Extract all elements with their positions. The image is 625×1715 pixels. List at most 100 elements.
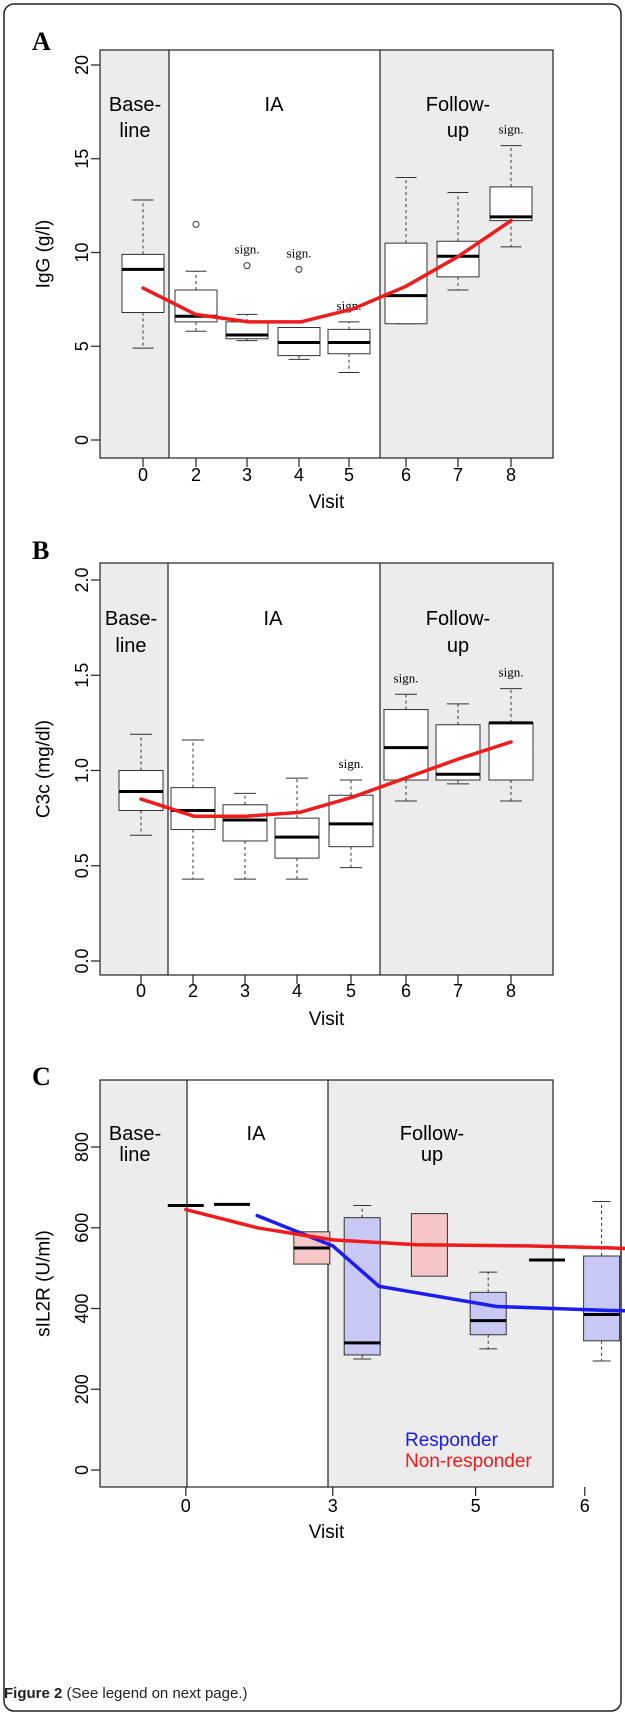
- panel-letter: C: [32, 1062, 51, 1091]
- plot-border: [99, 49, 554, 459]
- trend-line: [139, 740, 513, 818]
- x-tick-label: 4: [294, 465, 304, 485]
- region-label: up: [447, 120, 469, 142]
- y-axis-title: IgG (g/l): [34, 220, 55, 289]
- y-axis-title: C3c (mg/dl): [34, 720, 55, 818]
- x-tick-label: 6: [401, 981, 411, 1001]
- box-iqr: [384, 242, 428, 325]
- significance-label: sign.: [287, 245, 312, 260]
- region-background: [187, 1080, 328, 1487]
- region-label: Follow-: [426, 94, 490, 116]
- box-iqr: [383, 709, 429, 781]
- box-iqr: [583, 1255, 621, 1342]
- box-iqr: [170, 787, 216, 831]
- x-tick-label: 3: [242, 465, 252, 485]
- region-label: line: [115, 635, 146, 657]
- y-tick-label: 2.0: [72, 567, 92, 592]
- x-tick-label: 5: [344, 465, 354, 485]
- region-label: IA: [247, 1123, 267, 1145]
- x-tick-label: 5: [346, 981, 356, 1001]
- y-tick-label: 0: [72, 1465, 92, 1475]
- x-tick-label: 7: [453, 981, 463, 1001]
- y-tick-label: 20: [72, 55, 92, 75]
- x-tick-label: 6: [401, 465, 411, 485]
- panel-letter: A: [32, 27, 51, 56]
- box-outlier: [192, 220, 200, 228]
- x-tick-label: 8: [506, 465, 516, 485]
- x-axis-title: Visit: [309, 1009, 345, 1030]
- x-axis-title: Visit: [309, 492, 345, 513]
- x-tick-label: 0: [181, 1496, 191, 1516]
- box-iqr: [328, 794, 374, 848]
- x-tick-label: 4: [292, 981, 302, 1001]
- y-tick-label: 15: [72, 149, 92, 169]
- significance-label: sign.: [394, 670, 419, 685]
- box-iqr: [222, 804, 268, 842]
- figure-caption-title: Figure 2: [4, 1685, 63, 1702]
- significance-label: sign.: [499, 122, 524, 137]
- x-tick-label: 0: [138, 465, 148, 485]
- region-label: Follow-: [426, 608, 490, 630]
- significance-label: sign.: [499, 665, 524, 680]
- y-tick-label: 1.5: [72, 663, 92, 688]
- plot-border: [99, 1079, 554, 1488]
- trend-line: [141, 218, 513, 324]
- x-tick-label: 7: [453, 465, 463, 485]
- legend-entry: Non-responder: [405, 1451, 532, 1472]
- y-tick-label: 0.5: [72, 853, 92, 878]
- region-label: Base-: [109, 94, 161, 116]
- y-tick-label: 400: [72, 1293, 92, 1323]
- plot-border: [99, 562, 554, 976]
- region-background: [100, 1080, 187, 1487]
- y-tick-label: 0.0: [72, 948, 92, 973]
- box-outlier: [295, 265, 303, 273]
- box-iqr: [121, 253, 165, 313]
- box-iqr: [469, 1291, 507, 1336]
- box-iqr: [489, 186, 533, 222]
- x-tick-label: 0: [136, 981, 146, 1001]
- region-label: line: [119, 120, 150, 142]
- box-outlier: [243, 262, 251, 270]
- x-tick-label: 3: [328, 1496, 338, 1516]
- region-background: [169, 50, 380, 458]
- chart-panel-b: Base-line IA Follow-up B 0.0 0.5 1.0 1.5 2.0 C3c …: [32, 536, 554, 1030]
- y-tick-label: 600: [72, 1213, 92, 1243]
- box-iqr: [435, 724, 481, 781]
- figure-caption-note: (See legend on next page.): [66, 1685, 248, 1702]
- region-label: Base-: [105, 608, 157, 630]
- region-label: Follow-: [400, 1123, 464, 1145]
- box-iqr: [343, 1217, 381, 1356]
- region-background: [168, 563, 380, 975]
- significance-label: sign.: [235, 242, 260, 257]
- x-tick-label: 2: [188, 981, 198, 1001]
- y-tick-label: 200: [72, 1374, 92, 1404]
- figure-caption: Figure 2 (See legend on next page.): [4, 1685, 248, 1702]
- y-tick-label: 1.0: [72, 758, 92, 783]
- y-tick-label: 0: [72, 435, 92, 445]
- y-axis-title: sIL2R (U/ml): [34, 1230, 55, 1337]
- x-tick-label: 6: [580, 1496, 590, 1516]
- y-tick-label: 800: [72, 1132, 92, 1162]
- region-label: line: [119, 1144, 150, 1166]
- x-axis-title: Visit: [309, 1522, 345, 1543]
- trend-line: [255, 1213, 625, 1313]
- panel-letter: B: [32, 536, 49, 565]
- x-tick-label: 5: [471, 1496, 481, 1516]
- x-tick-label: 3: [240, 981, 250, 1001]
- chart-panel-c: Base-line IA Follow-up C 0 200 400 600 800 sIL2R …: [32, 1062, 625, 1543]
- trend-line: [184, 1207, 625, 1251]
- x-tick-label: 8: [506, 981, 516, 1001]
- region-background: [100, 563, 168, 975]
- region-label: up: [447, 635, 469, 657]
- region-label: Base-: [109, 1123, 161, 1145]
- x-tick-label: 2: [191, 465, 201, 485]
- region-label: up: [421, 1144, 443, 1166]
- chart-panel-a: Base-line IA Follow-up A 0 5 10 15 20 IgG (g/l) 0 2…: [32, 27, 554, 513]
- region-label: IA: [265, 94, 285, 116]
- legend-entry: Responder: [405, 1430, 499, 1451]
- y-tick-label: 5: [72, 341, 92, 351]
- region-label: IA: [264, 608, 284, 630]
- box-iqr: [488, 722, 534, 781]
- significance-label: sign.: [339, 756, 364, 771]
